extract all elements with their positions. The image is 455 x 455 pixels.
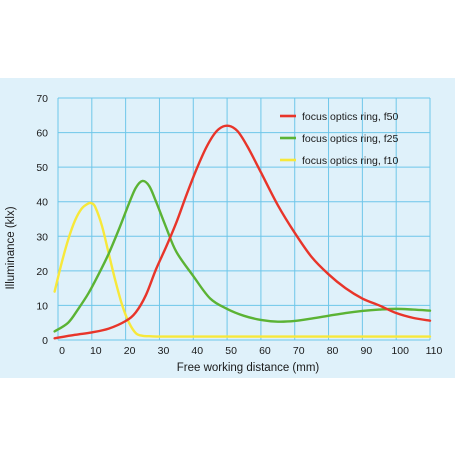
y-tick-label: 70	[36, 93, 48, 105]
y-tick-label: 30	[36, 231, 48, 243]
line-chart: 0 10 20 30 40 50 60 70 80 90 100 110 0 10 20 30 40 50 60 7…	[0, 78, 455, 378]
series-lines	[53, 124, 432, 340]
y-axis-title: Illuminance (klx)	[5, 206, 17, 289]
legend: focus optics ring, f50 focus optics ring,…	[280, 111, 398, 167]
x-tick-label: 20	[124, 345, 136, 357]
x-tick-label: 60	[259, 345, 271, 357]
x-tick-label: 50	[225, 345, 237, 357]
x-tick-label: 10	[90, 345, 102, 357]
y-tick-label: 20	[36, 266, 48, 278]
y-tick-label: 40	[36, 197, 48, 209]
legend-label: focus optics ring, f10	[302, 155, 398, 167]
x-tick-label: 70	[293, 345, 305, 357]
x-tick-label: 90	[361, 345, 373, 357]
y-tick-label: 0	[42, 335, 48, 347]
y-tick-label: 50	[36, 162, 48, 174]
legend-label: focus optics ring, f50	[302, 111, 398, 123]
x-tick-label: 100	[391, 345, 409, 357]
x-tick-label: 110	[426, 345, 443, 357]
x-axis-title: Free working distance (mm)	[177, 362, 320, 374]
series-line-3	[53, 201, 432, 338]
x-tick-label: 40	[191, 345, 203, 357]
legend-label: focus optics ring, f25	[302, 133, 398, 145]
y-tick-label: 60	[36, 128, 48, 140]
x-tick-label: 80	[327, 345, 339, 357]
y-axis-tick-labels: 0 10 20 30 40 50 60 70	[36, 93, 48, 347]
series-line-1	[53, 124, 432, 340]
x-axis-tick-labels: 0 10 20 30 40 50 60 70 80 90 100 110	[59, 345, 442, 357]
y-tick-label: 10	[36, 300, 48, 312]
series-line-2	[53, 179, 432, 333]
x-tick-label: 30	[158, 345, 170, 357]
x-tick-label: 0	[59, 345, 65, 357]
chart-panel: 0 10 20 30 40 50 60 70 80 90 100 110 0 10 20 30 40 50 60 7…	[0, 78, 455, 378]
